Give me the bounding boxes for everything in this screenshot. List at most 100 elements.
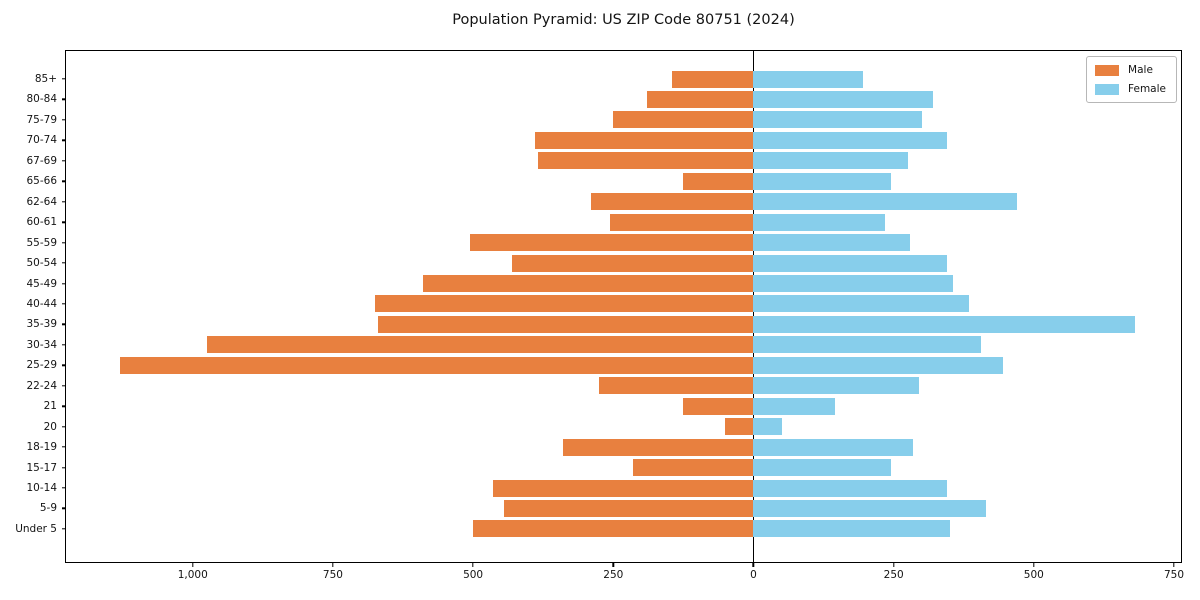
ytick-label-40-44: 40-44 (26, 297, 57, 310)
ytick-label-55-59: 55-59 (26, 236, 57, 249)
bar-female-20 (753, 418, 782, 436)
ytick-mark-5-9 (62, 507, 66, 510)
bar-female-60-61 (753, 213, 886, 231)
bar-female-25-29 (753, 356, 1003, 374)
ytick-mark-35-39 (62, 323, 66, 326)
bar-male-45-49 (422, 275, 754, 292)
bar-female-30-34 (753, 336, 981, 354)
xtick-label-250: 250 (883, 569, 904, 581)
xtick-label-750: 750 (322, 569, 343, 581)
xtick-label-1,000: 1,000 (177, 569, 208, 581)
ytick-label-20: 20 (43, 420, 57, 433)
bar-female-18-19 (753, 438, 914, 456)
bar-male-30-34 (206, 336, 754, 354)
xtick-mark-250 (892, 562, 895, 567)
bar-female-67-69 (753, 152, 908, 170)
xtick-mark-250 (612, 562, 614, 567)
legend-label-male: Male (1128, 64, 1153, 76)
ytick-mark-70-74 (62, 139, 66, 142)
ytick-label-22-24: 22-24 (26, 379, 57, 392)
bar-male-15-17 (632, 459, 754, 477)
bar-female-62-64 (753, 193, 1018, 211)
bar-male-85+ (672, 70, 754, 88)
ytick-label-85+: 85+ (34, 73, 57, 85)
ytick-label-60-61: 60-61 (26, 216, 57, 229)
xtick-label-500: 500 (463, 569, 484, 581)
bar-male-40-44 (374, 295, 754, 313)
female-color-swatch (1095, 83, 1120, 95)
bar-male-65-66 (683, 172, 754, 190)
bar-male-18-19 (562, 438, 754, 456)
xtick-label-750: 750 (1163, 569, 1185, 581)
bar-male-60-61 (610, 213, 754, 231)
bar-male-75-79 (613, 111, 754, 129)
ytick-label-21: 21 (43, 400, 57, 413)
ytick-label-50-54: 50-54 (26, 257, 57, 270)
bar-male-80-84 (646, 90, 754, 108)
bar-female-40-44 (753, 295, 970, 313)
bar-female-65-66 (753, 172, 891, 190)
bar-male-35-39 (377, 315, 754, 333)
ytick-mark-85+ (62, 78, 66, 80)
ytick-label-75-79: 75-79 (26, 113, 57, 126)
ytick-label-67-69: 67-69 (26, 154, 57, 167)
xtick-label-0: 0 (750, 569, 757, 581)
bar-female-10-14 (753, 479, 947, 497)
xtick-mark-500 (1033, 562, 1035, 567)
ytick-mark-60-61 (62, 221, 66, 223)
bar-male-21 (683, 397, 754, 415)
xtick-mark-0 (752, 562, 755, 567)
bar-female-70-74 (753, 131, 947, 149)
chart-title: Population Pyramid: US ZIP Code 80751 (2… (452, 12, 795, 28)
ytick-label-15-17: 15-17 (26, 461, 57, 474)
ytick-label-70-74: 70-74 (26, 134, 57, 147)
bar-male-50-54 (512, 254, 754, 272)
ytick-mark-22-24 (62, 385, 66, 387)
ytick-mark-40-44 (62, 303, 66, 305)
bar-female-22-24 (753, 377, 919, 395)
ytick-mark-62-64 (62, 200, 66, 203)
bar-male-20 (725, 418, 754, 436)
ytick-label-30-34: 30-34 (26, 338, 57, 351)
ytick-mark-67-69 (62, 160, 66, 162)
bar-female-21 (753, 397, 835, 415)
bar-female-35-39 (753, 315, 1135, 333)
ytick-mark-Under 5 (62, 528, 66, 530)
ytick-mark-10-14 (62, 487, 66, 489)
ytick-label-18-19: 18-19 (26, 441, 57, 454)
bar-male-62-64 (590, 193, 754, 211)
ytick-label-65-66: 65-66 (26, 175, 57, 188)
ytick-label-62-64: 62-64 (26, 195, 57, 208)
bar-female-5-9 (753, 499, 987, 517)
xtick-mark-1,000 (192, 562, 194, 567)
male-color-swatch (1095, 64, 1120, 76)
xtick-mark-500 (472, 562, 474, 567)
bar-female-Under 5 (753, 520, 950, 538)
bar-female-50-54 (753, 254, 947, 272)
bar-female-75-79 (753, 111, 922, 129)
ytick-label-25-29: 25-29 (26, 359, 57, 372)
plot-area: 85+ 80-84 75-79 70-74 67-69 65-66 62-64 60-61 55… (15, 50, 1184, 581)
bar-female-55-59 (753, 234, 911, 252)
xtick-mark-750 (1173, 562, 1175, 567)
bar-male-5-9 (503, 499, 754, 517)
bar-male-10-14 (492, 479, 754, 497)
ytick-mark-20 (62, 425, 66, 428)
bar-female-15-17 (753, 459, 891, 477)
bar-male-55-59 (470, 234, 754, 252)
legend-label-female: Female (1128, 83, 1166, 95)
ytick-mark-18-19 (62, 446, 66, 448)
bar-female-45-49 (753, 275, 953, 292)
ytick-mark-15-17 (62, 466, 66, 469)
ytick-mark-30-34 (62, 344, 66, 346)
ytick-label-10-14: 10-14 (26, 482, 57, 494)
ytick-label-45-49: 45-49 (26, 277, 57, 290)
bar-male-22-24 (599, 377, 754, 395)
ytick-label-80-84: 80-84 (26, 93, 57, 106)
bar-male-25-29 (119, 356, 754, 374)
ytick-mark-50-54 (62, 262, 66, 264)
ytick-mark-55-59 (62, 241, 66, 244)
ytick-mark-65-66 (62, 180, 66, 182)
bar-male-Under 5 (473, 520, 754, 538)
ytick-label-5-9: 5-9 (39, 502, 57, 515)
